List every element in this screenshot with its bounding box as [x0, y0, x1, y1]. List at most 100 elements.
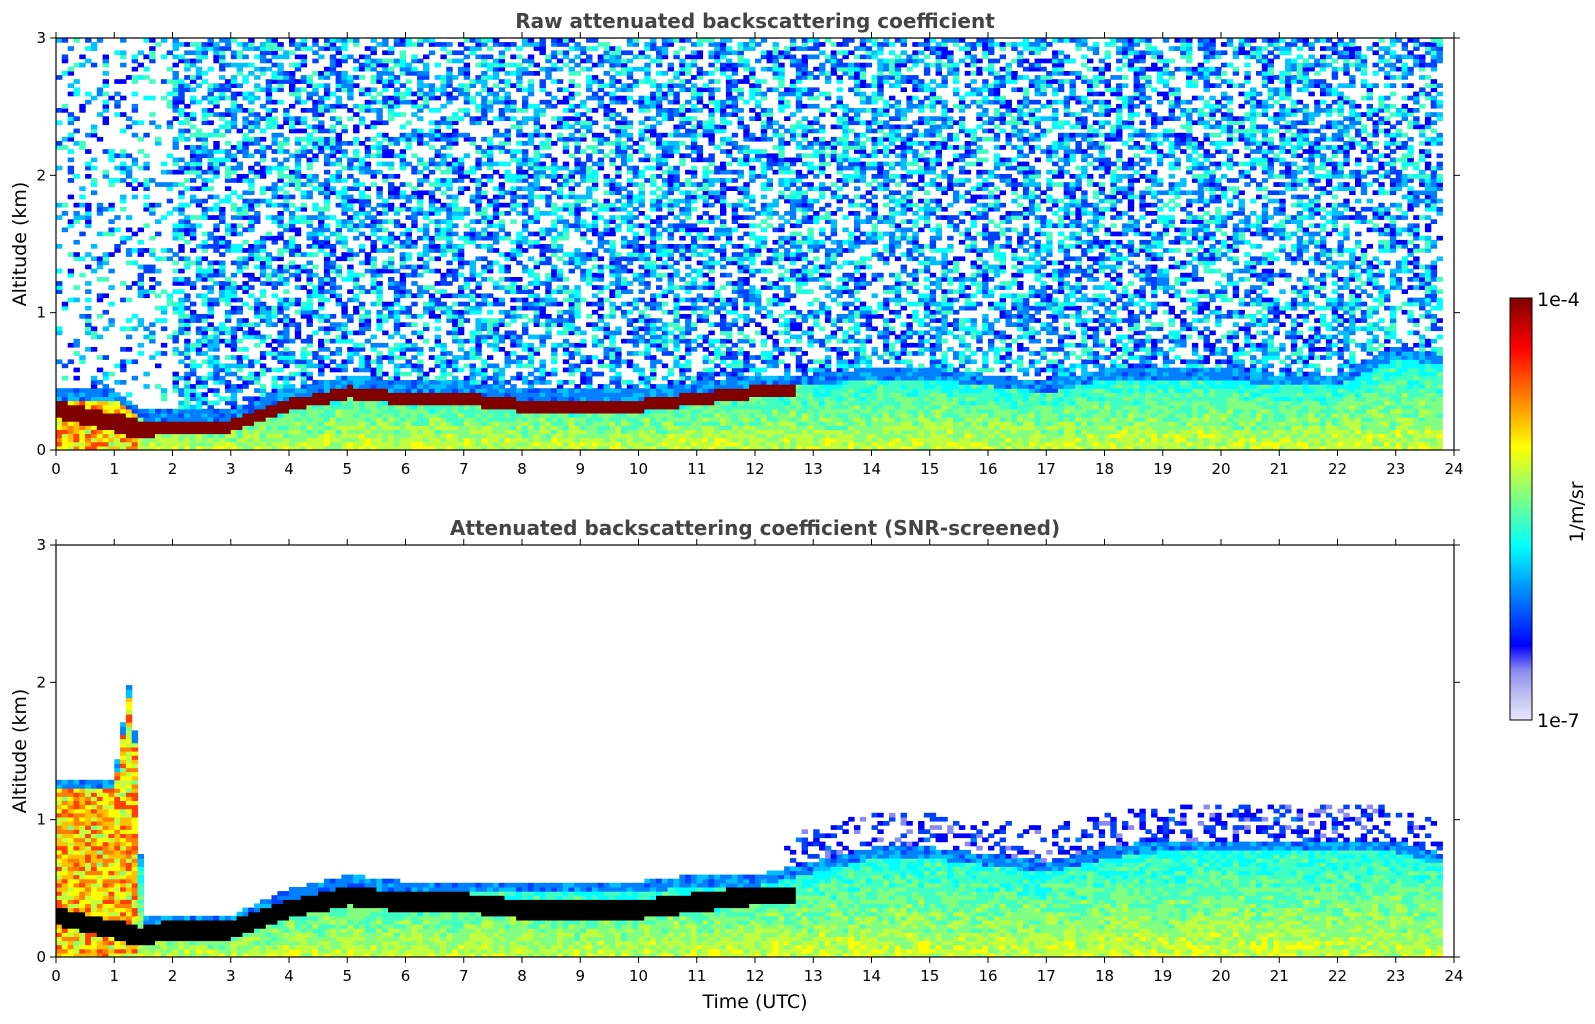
heatmap-cell [254, 136, 261, 142]
heatmap-cell [417, 252, 424, 257]
heatmap-cell [463, 285, 471, 290]
heatmap-cell [411, 355, 418, 360]
heatmap-cell [405, 305, 412, 311]
heatmap-cell [556, 194, 564, 200]
heatmap-cell [271, 429, 278, 435]
heatmap-cell [527, 388, 535, 393]
heatmap-cell [172, 338, 179, 344]
heatmap-cell [259, 87, 267, 93]
heatmap-cell [294, 412, 302, 418]
heatmap-cell [423, 305, 430, 311]
heatmap-cell [172, 95, 179, 101]
heatmap-cell [370, 408, 377, 414]
heatmap-cell [417, 79, 424, 84]
heatmap-cell [504, 277, 511, 282]
heatmap-cell [487, 248, 494, 253]
heatmap-cell [428, 314, 436, 319]
heatmap-cell [364, 62, 372, 68]
heatmap-cell [393, 91, 401, 97]
heatmap-cell [428, 198, 436, 204]
heatmap-cell [306, 342, 313, 348]
heatmap-cell [376, 169, 383, 175]
heatmap-cell [329, 281, 337, 286]
heatmap-cell [428, 91, 436, 97]
heatmap-cell [213, 239, 220, 245]
heatmap-cell [440, 235, 447, 241]
heatmap-cell [283, 223, 290, 229]
heatmap-cell [434, 281, 441, 286]
heatmap-cell [405, 194, 412, 200]
heatmap-cell [446, 318, 453, 323]
heatmap-cell [329, 252, 337, 257]
heatmap-cell [469, 136, 476, 142]
heatmap-cell [522, 58, 529, 64]
heatmap-cell [370, 215, 377, 220]
heatmap-cell [516, 338, 523, 344]
heatmap-cell [149, 433, 156, 439]
heatmap-cell [96, 314, 104, 319]
heatmap-cell [446, 91, 453, 97]
heatmap-cell [382, 58, 389, 64]
heatmap-cell [184, 227, 191, 233]
heatmap-cell [393, 235, 401, 241]
heatmap-cell [271, 314, 278, 319]
heatmap-cell [294, 227, 302, 233]
heatmap-cell [184, 116, 191, 121]
heatmap-cell [178, 277, 185, 282]
heatmap-cell [358, 445, 366, 450]
heatmap-cell [178, 87, 185, 93]
heatmap-cell [556, 388, 564, 393]
heatmap-cell [492, 421, 500, 426]
heatmap-cell [248, 223, 255, 229]
heatmap-cell [434, 75, 441, 80]
heatmap-cell [248, 91, 255, 97]
heatmap-cell [440, 277, 447, 282]
heatmap-cell [492, 260, 500, 266]
heatmap-cell [283, 136, 290, 142]
heatmap-cell [67, 149, 75, 154]
heatmap-cell [522, 429, 529, 435]
heatmap-cell [423, 231, 430, 237]
heatmap-cell [376, 363, 383, 369]
heatmap-cell [195, 83, 203, 88]
heatmap-cell [452, 256, 459, 262]
heatmap-cell [370, 239, 377, 245]
heatmap-cell [265, 309, 273, 315]
heatmap-cell [254, 433, 261, 439]
heatmap-cell [393, 384, 401, 389]
heatmap-cell [457, 289, 465, 294]
heatmap-cell [224, 244, 232, 249]
heatmap-cell [283, 174, 290, 179]
heatmap-cell [539, 66, 546, 72]
heatmap-cell [277, 305, 284, 311]
heatmap-cell [207, 417, 214, 422]
heatmap-cell [556, 120, 564, 126]
heatmap-cell [114, 165, 121, 171]
heatmap-cell [481, 231, 488, 237]
heatmap-cell [370, 95, 377, 101]
heatmap-cell [236, 83, 243, 88]
heatmap-cell [417, 314, 424, 319]
heatmap-cell [289, 83, 296, 88]
heatmap-cell [452, 433, 459, 439]
heatmap-cell [457, 91, 465, 97]
heatmap-cell [516, 62, 523, 68]
heatmap-cell [411, 169, 418, 175]
heatmap-cell [143, 437, 150, 443]
heatmap-cell [364, 223, 372, 229]
heatmap-cell [61, 445, 69, 450]
heatmap-cell [405, 42, 412, 47]
heatmap-cell [300, 384, 308, 389]
heatmap-cell [388, 400, 395, 406]
heatmap-cell [248, 326, 255, 332]
heatmap-cell [224, 174, 232, 179]
heatmap-cell [178, 441, 185, 447]
heatmap-cell [498, 116, 506, 121]
heatmap-cell [283, 79, 290, 84]
heatmap-cell [155, 412, 162, 418]
heatmap-cell [224, 62, 232, 68]
heatmap-cell [382, 71, 389, 76]
heatmap-cell [120, 417, 127, 422]
heatmap-cell [411, 388, 418, 393]
heatmap-cell [277, 169, 284, 175]
